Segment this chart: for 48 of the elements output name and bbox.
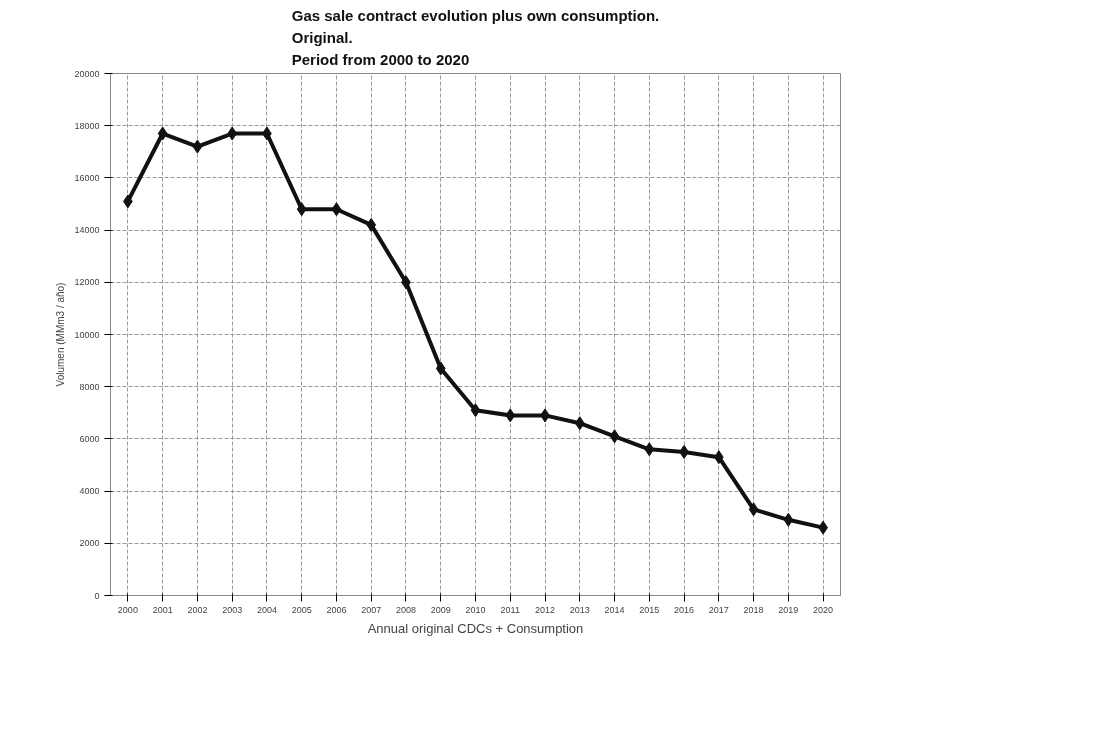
y-tick-label: 18000: [74, 120, 100, 131]
y-tick-label: 8000: [79, 381, 100, 392]
x-tick-label: 2020: [813, 604, 834, 615]
x-tick-label: 2005: [291, 604, 312, 615]
point: [366, 217, 377, 232]
y-axis-title: Volumen (MMm3 / año): [55, 282, 67, 387]
point: [296, 202, 307, 217]
x-tick-label: 2010: [465, 604, 486, 615]
x-tick-label: 2014: [604, 604, 625, 615]
point: [470, 403, 481, 418]
x-tick-label: 2004: [256, 604, 277, 615]
x-tick-label: 2009: [430, 604, 451, 615]
point: [157, 126, 168, 141]
x-tick-label: 2017: [708, 604, 729, 615]
x-tick-label: 2003: [222, 604, 243, 615]
x-tick-label: 2011: [500, 604, 520, 615]
x-tick-label: 2013: [569, 604, 590, 615]
x-tick-label: 2018: [743, 604, 764, 615]
point: [748, 502, 759, 517]
point: [574, 416, 585, 431]
y-tick-label: 2000: [79, 538, 100, 549]
x-axis-title: Annual original CDCs + Consumption: [367, 620, 584, 636]
point: [783, 512, 794, 527]
point: [435, 361, 446, 376]
x-tick-label: 2008: [395, 604, 416, 615]
point: [331, 202, 342, 217]
y-tick-label: 14000: [74, 225, 100, 236]
point: [505, 408, 516, 423]
y-tick-label: 0: [94, 590, 100, 601]
x-tick-label: 2019: [778, 604, 799, 615]
y-tick-label: 12000: [74, 277, 100, 288]
x-tick-label: 2015: [639, 604, 660, 615]
x-tick-label: 2016: [674, 604, 695, 615]
y-tick-label: 6000: [79, 433, 100, 444]
point: [644, 442, 655, 457]
x-tick-label: 2002: [187, 604, 208, 615]
y-tick-label: 10000: [74, 329, 100, 340]
x-tick-label: 2001: [152, 604, 173, 615]
point: [609, 429, 620, 444]
x-tick-label: 2012: [535, 604, 556, 615]
x-tick-label: 2000: [117, 604, 138, 615]
chart-title: Gas sale contract evolution plus own consumption. Original. Period from 2000 to 2020: [291, 7, 660, 69]
x-tick-label: 2007: [361, 604, 382, 615]
y-tick-label: 4000: [79, 486, 100, 497]
x-tick-label: 2006: [326, 604, 347, 615]
y-tick-label: 16000: [74, 172, 100, 183]
point: [192, 139, 203, 154]
y-tick-label: 20000: [74, 68, 100, 79]
